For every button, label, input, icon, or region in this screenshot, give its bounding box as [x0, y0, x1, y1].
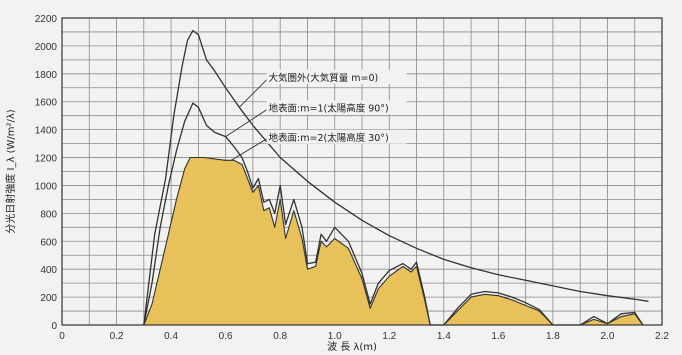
annotation-label-bg [266, 100, 407, 115]
annotation-leader-line [225, 108, 269, 137]
axes: 0 0.2 0.4 0.6 0.8 1.0 1.2 1.4 1.6 1.8 2.0 2.2 0 200 40… [35, 14, 670, 342]
y-tick-label: 200 [40, 293, 57, 304]
x-axis-label: 波 長 λ(m) [327, 340, 377, 353]
x-tick-label: 1.0 [328, 331, 342, 342]
x-tick-label: 2.0 [601, 331, 615, 342]
y-tick-label: 1400 [35, 126, 58, 137]
annotation-label: 地表面:m=2(太陽高度 30°) [269, 132, 389, 144]
x-tick-label: 0.4 [164, 331, 178, 342]
y-axis-label: 分光日射強度 I_λ (W/m²/λ) [4, 109, 17, 233]
series-line-extraterrestrial [143, 29, 649, 326]
x-tick-label: 2.2 [655, 331, 669, 342]
x-tick-label: 1.4 [437, 331, 451, 342]
annotation-label-bg [266, 129, 407, 144]
annotations: 大気圏外(大気質量 m=0) 地表面:m=1(太陽高度 90°) 地表面:m=2(太… [225, 69, 407, 161]
y-tick-label: 1000 [35, 181, 58, 192]
y-tick-label: 0 [51, 321, 57, 332]
y-tick-label: 1600 [35, 98, 58, 109]
x-tick-label: 0.2 [110, 331, 124, 342]
x-tick-label: 0 [59, 331, 65, 342]
annotation-label: 地表面:m=1(太陽高度 90°) [269, 102, 389, 114]
annotation-leader-line [230, 137, 269, 161]
x-tick-label: 0.8 [273, 331, 287, 342]
plot-frame [61, 17, 663, 326]
annotation-label-bg [266, 69, 407, 84]
annotation-leader-line [238, 77, 269, 108]
y-tick-label: 2000 [35, 42, 58, 53]
series-layer [143, 29, 649, 326]
y-tick-label: 1200 [35, 154, 58, 165]
x-tick-label: 0.6 [219, 331, 233, 342]
y-tick-label: 600 [40, 237, 57, 248]
x-tick-label: 1.2 [382, 331, 396, 342]
annotation-label: 大気圏外(大気質量 m=0) [269, 72, 379, 84]
series-line-m1 [143, 102, 644, 326]
series-line-m2 [143, 156, 644, 326]
y-tick-label: 400 [40, 265, 57, 276]
series-area-m2 [143, 157, 643, 325]
y-tick-label: 800 [40, 209, 57, 220]
x-tick-label: 1.6 [491, 331, 505, 342]
x-tick-label: 1.8 [546, 331, 560, 342]
y-tick-label: 2200 [35, 14, 58, 25]
y-tick-label: 1800 [35, 70, 58, 81]
